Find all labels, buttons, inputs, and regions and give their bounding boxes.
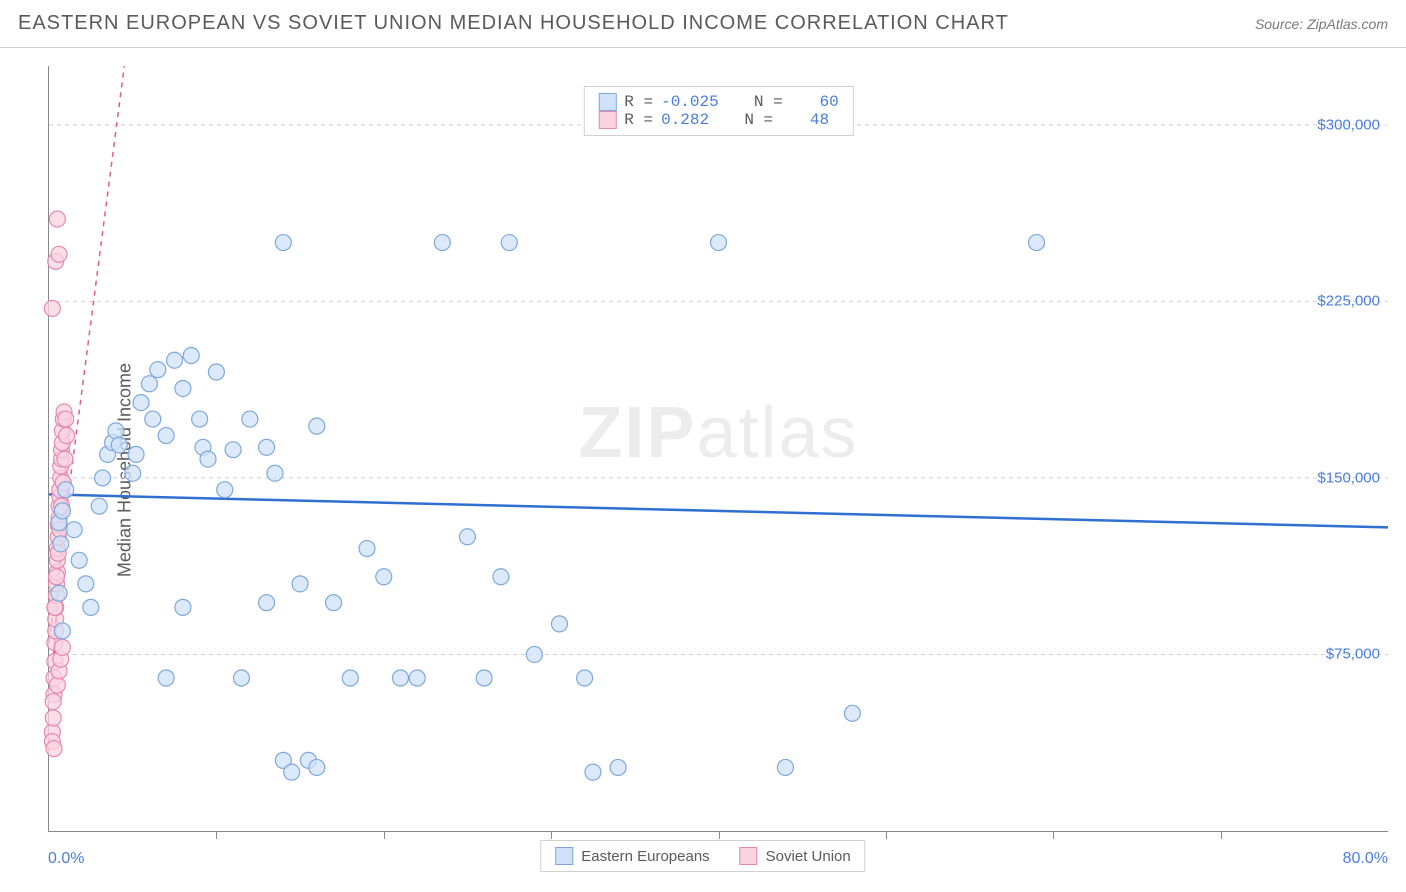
x-axis-max-label: 80.0% (1343, 850, 1388, 868)
legend-stats-N-val-0: 60 (791, 93, 839, 111)
x-tick (551, 831, 552, 839)
chart-area: Median Household Income ZIPatlas R = -0.… (0, 48, 1406, 892)
legend-stats-N-label-1: N = (744, 111, 773, 129)
legend-stats-R-label-1: R = (624, 111, 653, 129)
legend-stats-swatch-1 (598, 111, 616, 129)
legend-stats-swatch-0 (598, 93, 616, 111)
legend-series-label-1: Soviet Union (766, 848, 851, 865)
plot-region: ZIPatlas R = -0.025 N = 60 R = 0.282 N = (48, 66, 1388, 832)
x-tick (719, 831, 720, 839)
legend-series-item-0: Eastern Europeans (555, 847, 709, 865)
x-tick (1221, 831, 1222, 839)
legend-series-swatch-0 (555, 847, 573, 865)
x-tick (384, 831, 385, 839)
y-tick-label: $75,000 (1326, 646, 1380, 663)
chart-title: EASTERN EUROPEAN VS SOVIET UNION MEDIAN … (18, 12, 1009, 35)
legend-stats-row-1: R = 0.282 N = 48 (598, 111, 838, 129)
chart-source: Source: ZipAtlas.com (1255, 16, 1388, 32)
legend-stats: R = -0.025 N = 60 R = 0.282 N = 48 (583, 86, 853, 136)
y-tick-label: $150,000 (1317, 469, 1380, 486)
legend-series: Eastern Europeans Soviet Union (540, 840, 865, 872)
y-tick-label: $225,000 (1317, 293, 1380, 310)
x-tick (216, 831, 217, 839)
chart-container: EASTERN EUROPEAN VS SOVIET UNION MEDIAN … (0, 0, 1406, 892)
y-tick-label: $300,000 (1317, 116, 1380, 133)
legend-stats-row-0: R = -0.025 N = 60 (598, 93, 838, 111)
x-tick (886, 831, 887, 839)
legend-stats-N-val-1: 48 (781, 111, 829, 129)
legend-stats-R-label-0: R = (624, 93, 653, 111)
x-axis-min-label: 0.0% (48, 850, 84, 868)
chart-header: EASTERN EUROPEAN VS SOVIET UNION MEDIAN … (0, 0, 1406, 48)
legend-stats-N-label-0: N = (754, 93, 783, 111)
legend-series-label-0: Eastern Europeans (581, 848, 709, 865)
x-tick (1053, 831, 1054, 839)
legend-stats-R-val-0: -0.025 (661, 93, 719, 111)
legend-series-item-1: Soviet Union (740, 847, 851, 865)
plot-svg (49, 66, 1388, 831)
legend-stats-R-val-1: 0.282 (661, 111, 709, 129)
legend-series-swatch-1 (740, 847, 758, 865)
